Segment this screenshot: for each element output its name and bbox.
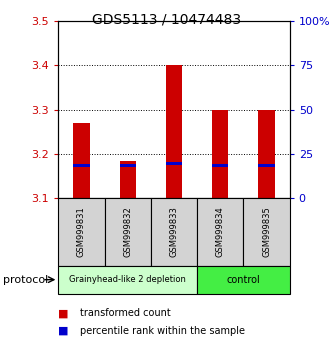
Bar <box>212 164 228 167</box>
Text: percentile rank within the sample: percentile rank within the sample <box>80 326 245 336</box>
Bar <box>166 161 182 165</box>
Bar <box>151 198 197 266</box>
Bar <box>73 164 90 167</box>
Bar <box>105 198 151 266</box>
Bar <box>243 198 290 266</box>
Text: control: control <box>226 275 260 285</box>
Bar <box>258 164 275 167</box>
Bar <box>197 198 243 266</box>
Text: GSM999834: GSM999834 <box>216 206 225 257</box>
Text: GDS5113 / 10474483: GDS5113 / 10474483 <box>92 12 241 27</box>
Text: GSM999832: GSM999832 <box>123 206 132 257</box>
Bar <box>212 110 228 198</box>
Bar <box>258 110 275 198</box>
Text: GSM999833: GSM999833 <box>169 206 178 257</box>
Bar <box>166 65 182 198</box>
Bar <box>197 266 290 294</box>
Text: transformed count: transformed count <box>80 308 171 318</box>
Bar <box>73 123 90 198</box>
Bar <box>120 164 136 167</box>
Bar <box>58 198 105 266</box>
Text: GSM999831: GSM999831 <box>77 206 86 257</box>
Bar <box>58 266 197 294</box>
Bar <box>120 161 136 198</box>
Text: ■: ■ <box>58 326 69 336</box>
Text: ■: ■ <box>58 308 69 318</box>
Text: Grainyhead-like 2 depletion: Grainyhead-like 2 depletion <box>69 275 186 284</box>
Text: protocol: protocol <box>3 275 49 285</box>
Text: GSM999835: GSM999835 <box>262 206 271 257</box>
